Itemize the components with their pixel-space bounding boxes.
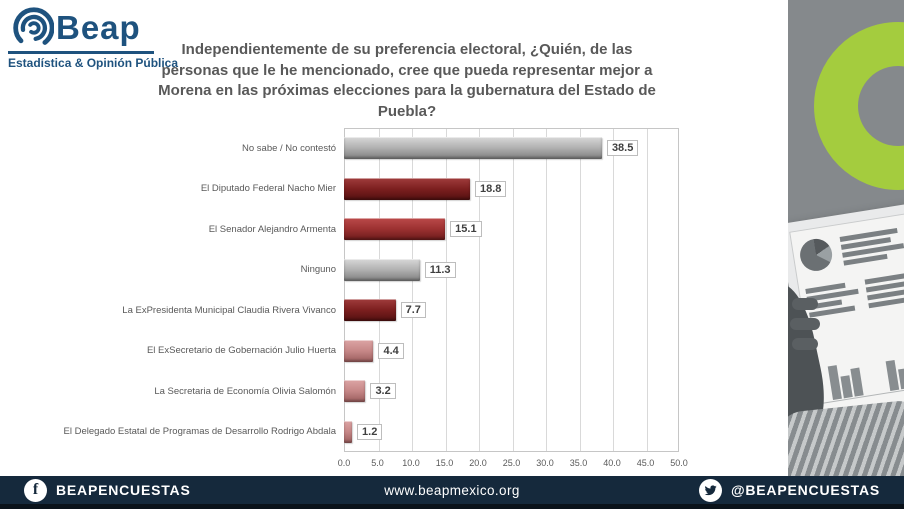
bar-value-label: 4.4	[378, 342, 404, 359]
bar-value-label: 15.1	[450, 221, 482, 238]
category-label: El Senador Alejandro Armenta	[208, 223, 336, 235]
bar-row: El ExSecretario de Gobernación Julio Hue…	[30, 331, 690, 372]
category-label: El Delegado Estatal de Programas de Desa…	[63, 426, 337, 438]
x-axis-tick: 30.0	[536, 458, 554, 468]
gridline	[512, 129, 514, 451]
bar-row: El Delegado Estatal de Programas de Desa…	[30, 412, 690, 453]
x-axis-tick: 25.0	[502, 458, 521, 468]
category-label: La ExPresidenta Municipal Claudia Rivera…	[122, 304, 336, 316]
bar-value-label: 3.2	[370, 383, 396, 400]
category-label: La Secretaria de Economía Olivia Salomón	[154, 385, 336, 397]
striped-sleeve	[788, 398, 904, 476]
beap-logo-icon	[13, 7, 54, 49]
gridline	[646, 129, 648, 451]
gridline	[412, 129, 413, 451]
bar-row: La Secretaria de Economía Olivia Salomón…	[30, 371, 690, 412]
bar-value-label: 11.3	[424, 261, 456, 278]
bar-value-label: 18.8	[474, 180, 507, 197]
brand-tagline: Estadística & Opinión Pública	[8, 56, 179, 70]
green-ring-decoration	[814, 22, 904, 190]
bar	[344, 299, 396, 321]
bar	[344, 339, 374, 362]
bar-row: Ninguno 11.3	[30, 250, 690, 291]
twitter-icon	[698, 478, 722, 502]
bar-row: La ExPresidenta Municipal Claudia Rivera…	[30, 290, 690, 331]
x-axis-tick: 10.0	[402, 458, 420, 468]
bar-row: No sabe / No contestó 38.5	[30, 128, 690, 169]
category-label: El ExSecretario de Gobernación Julio Hue…	[146, 345, 336, 357]
bar-chart: No sabe / No contestó 38.5 El Diputado Fed…	[30, 128, 690, 488]
facebook-handle: BEAPENCUESTAS	[56, 482, 191, 498]
brand-name: Beap	[56, 8, 141, 46]
x-axis-tick: 5.0	[371, 458, 384, 468]
mini-pie-chart	[797, 236, 835, 274]
x-axis-tick: 20.0	[469, 458, 487, 468]
gridline	[613, 129, 614, 451]
x-axis-tick: 0.0	[337, 458, 351, 468]
right-photo-panel	[788, 0, 904, 476]
x-axis-tick: 35.0	[569, 458, 588, 468]
x-axis-tick: 40.0	[603, 458, 621, 468]
twitter-group: @BEAPENCUESTAS	[698, 478, 880, 502]
bar	[344, 218, 446, 240]
gridline	[445, 129, 447, 451]
gridline	[479, 129, 480, 451]
website-url: www.beapmexico.org	[384, 482, 520, 498]
category-label: El Diputado Federal Nacho Mier	[200, 183, 336, 195]
gridline	[579, 129, 581, 451]
category-label: Ninguno	[300, 264, 336, 276]
facebook-group: f BEAPENCUESTAS	[24, 478, 191, 502]
bar-value-label: 7.7	[400, 302, 426, 319]
bar-row: El Diputado Federal Nacho Mier 18.8	[30, 169, 690, 210]
gridline	[546, 129, 547, 451]
bar-value-label: 38.5	[606, 140, 639, 157]
x-axis-tick: 45.0	[636, 458, 655, 468]
beap-logo: Beap Estadística & Opinión Pública	[8, 4, 179, 70]
survey-question-title: Independientemente de su preferencia ele…	[158, 41, 656, 121]
bar-value-label: 1.2	[357, 423, 383, 440]
bar	[344, 380, 366, 402]
tablet-photo	[788, 188, 904, 476]
category-label: No sabe / No contestó	[242, 142, 336, 154]
x-axis-tick: 50.0	[670, 458, 688, 468]
bar	[344, 137, 602, 159]
gridline	[378, 129, 380, 451]
x-axis-tick: 15.0	[435, 458, 454, 468]
bar	[344, 258, 420, 281]
bar	[344, 177, 470, 200]
logo-divider	[8, 51, 154, 54]
bar-row: El Senador Alejandro Armenta 15.1	[30, 209, 690, 250]
footer-bar: f BEAPENCUESTAS www.beapmexico.org @BEAP…	[0, 476, 904, 509]
facebook-icon: f	[24, 478, 47, 502]
bar	[344, 420, 353, 443]
twitter-handle: @BEAPENCUESTAS	[730, 482, 880, 498]
